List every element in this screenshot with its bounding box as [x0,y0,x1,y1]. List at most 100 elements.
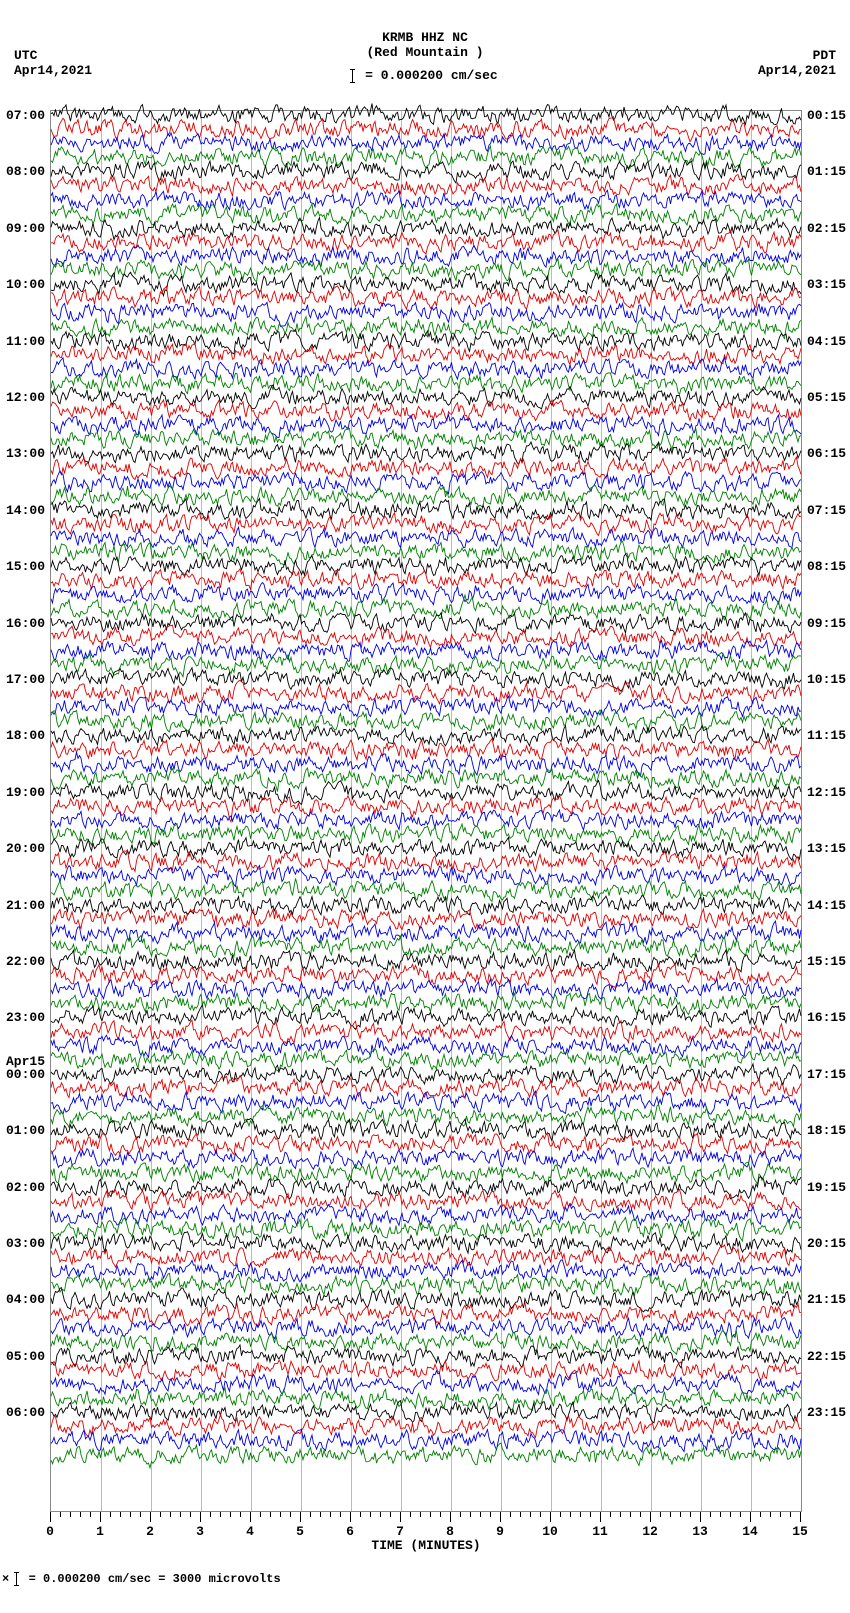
utc-time-label: 02:00 [1,1180,45,1195]
tick-minor [590,1512,591,1517]
utc-time-label: 22:00 [1,954,45,969]
tick-minor [130,1512,131,1517]
pdt-time-label: 20:15 [807,1236,846,1251]
tick-minor [360,1512,361,1517]
tick-minor [520,1512,521,1517]
tick-minor [230,1512,231,1517]
tick-major [550,1512,551,1522]
tick-label: 0 [46,1524,54,1539]
tick-label: 14 [742,1524,758,1539]
tick-label: 10 [542,1524,558,1539]
tick-minor [690,1512,691,1517]
utc-time-label: 23:00 [1,1010,45,1025]
tick-major [100,1512,101,1522]
tick-minor [560,1512,561,1517]
tick-label: 6 [346,1524,354,1539]
tick-label: 9 [496,1524,504,1539]
tick-minor [180,1512,181,1517]
tick-minor [390,1512,391,1517]
utc-time-label: 13:00 [1,446,45,461]
tick-label: 12 [642,1524,658,1539]
tick-minor [90,1512,91,1517]
tick-minor [420,1512,421,1517]
x-axis: TIME (MINUTES) 0123456789101112131415 [50,1512,802,1552]
pdt-time-label: 07:15 [807,503,846,518]
tick-minor [190,1512,191,1517]
tick-label: 8 [446,1524,454,1539]
tick-minor [770,1512,771,1517]
tick-minor [540,1512,541,1517]
pdt-time-label: 16:15 [807,1010,846,1025]
pdt-time-label: 22:15 [807,1349,846,1364]
tick-minor [240,1512,241,1517]
utc-time-label: 10:00 [1,277,45,292]
tick-minor [440,1512,441,1517]
right-tz-label: PDT [758,48,836,63]
pdt-time-label: 23:15 [807,1405,846,1420]
tick-minor [740,1512,741,1517]
tick-minor [220,1512,221,1517]
pdt-time-label: 04:15 [807,334,846,349]
tick-minor [430,1512,431,1517]
footer: × = 0.000200 cm/sec = 3000 microvolts [2,1572,850,1586]
tick-minor [660,1512,661,1517]
utc-time-label: 12:00 [1,390,45,405]
tick-major [700,1512,701,1522]
tick-minor [490,1512,491,1517]
tick-minor [340,1512,341,1517]
tick-major [350,1512,351,1522]
tick-minor [670,1512,671,1517]
tick-minor [380,1512,381,1517]
x-axis-title: TIME (MINUTES) [50,1538,802,1553]
tick-major [50,1512,51,1522]
utc-time-label: 05:00 [1,1349,45,1364]
tick-major [150,1512,151,1522]
pdt-time-label: 08:15 [807,559,846,574]
tick-minor [110,1512,111,1517]
tick-major [600,1512,601,1522]
tick-minor [290,1512,291,1517]
scale-note: = 0.000200 cm/sec [0,68,850,83]
tick-major [650,1512,651,1522]
utc-time-label: 16:00 [1,616,45,631]
tick-minor [780,1512,781,1517]
utc-time-label: 21:00 [1,898,45,913]
tick-major [800,1512,801,1522]
pdt-time-label: 12:15 [807,785,846,800]
tick-minor [140,1512,141,1517]
station-code: KRMB HHZ NC [0,30,850,45]
tick-minor [330,1512,331,1517]
tick-label: 2 [146,1524,154,1539]
tick-label: 15 [792,1524,808,1539]
tick-minor [470,1512,471,1517]
scale-text: = 0.000200 cm/sec [365,68,498,83]
pdt-time-label: 03:15 [807,277,846,292]
tick-label: 5 [296,1524,304,1539]
utc-time-label: 14:00 [1,503,45,518]
trace-row [51,1435,801,1475]
tick-minor [480,1512,481,1517]
tick-minor [80,1512,81,1517]
tick-minor [160,1512,161,1517]
tick-minor [410,1512,411,1517]
pdt-time-label: 09:15 [807,616,846,631]
tick-major [400,1512,401,1522]
pdt-time-label: 06:15 [807,446,846,461]
utc-time-label: 11:00 [1,334,45,349]
tick-minor [310,1512,311,1517]
tick-minor [260,1512,261,1517]
pdt-time-label: 21:15 [807,1292,846,1307]
header: UTC Apr14,2021 KRMB HHZ NC (Red Mountain… [0,0,850,90]
tick-minor [760,1512,761,1517]
utc-time-label: 04:00 [1,1292,45,1307]
utc-time-label: 17:00 [1,672,45,687]
tick-major [500,1512,501,1522]
tick-major [250,1512,251,1522]
tick-minor [460,1512,461,1517]
tick-minor [120,1512,121,1517]
station-name: (Red Mountain ) [0,45,850,60]
utc-time-label: 08:00 [1,164,45,179]
tick-label: 11 [592,1524,608,1539]
utc-time-label: 00:00 [1,1067,45,1082]
tick-minor [170,1512,171,1517]
